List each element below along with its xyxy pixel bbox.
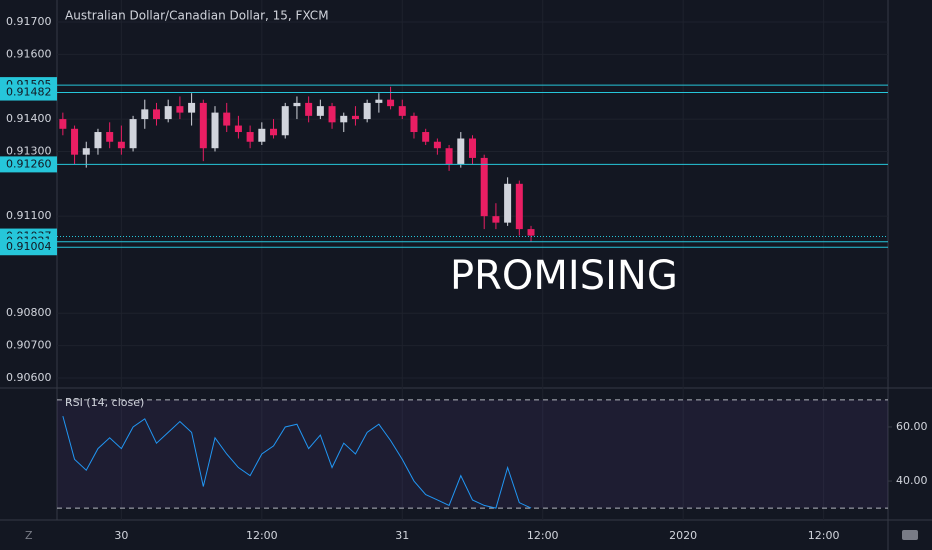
y-tick-label: 0.90600 [6,371,52,384]
candle-body [117,141,125,149]
x-tick-label: 12:00 [246,529,278,542]
candle-body [504,183,512,223]
level-label: 0.91004 [6,240,52,253]
candle-body [270,128,278,136]
candle-body [422,132,430,142]
candle-body [340,115,348,123]
candle-body [94,132,102,149]
candle-body [410,115,418,133]
x-tick-label: 12:00 [527,529,559,542]
candle-body [188,102,196,113]
level-label: 0.91482 [6,86,52,99]
annotation: PROMISING [450,253,678,299]
level-label-box [0,239,57,256]
candle-body [71,128,79,155]
candle-body [59,119,67,129]
y-tick-label: 0.90800 [6,306,52,319]
y-tick-label: 60.00 [896,420,928,433]
y-tick-label: 0.91400 [6,112,52,125]
logo [902,530,918,540]
candle-body [293,102,301,107]
y-tick-label: 0.91600 [6,47,52,60]
candle-body [375,99,383,103]
level-label: 0.91260 [6,157,52,170]
candle-body [164,106,172,120]
x-tick-label: 30 [114,529,128,542]
candle-body [129,119,137,149]
candle-body [469,138,476,158]
x-tick-label: 2020 [669,529,697,542]
chart-title: Australian Dollar/Canadian Dollar, 15, F… [65,9,329,23]
candle-body [457,138,465,165]
candle-body [515,183,523,230]
candle-body [82,148,90,155]
y-tick-label: 0.90700 [6,339,52,352]
candle-body [445,148,453,165]
indicator-label: RSI (14, close) [65,396,144,409]
candle-body [433,141,441,149]
candle-body [199,102,207,149]
candle-body [176,106,184,113]
candle-body [328,106,336,123]
x-tick-label: 12:00 [808,529,840,542]
level-label-box [0,156,57,173]
candle-body [305,102,313,116]
y-tick-label: 0.91100 [6,209,52,222]
candle-body [387,99,395,107]
rsi-line [62,416,532,509]
candle-body [480,157,488,217]
candle-body [398,106,406,116]
y-tick-label: 0.91700 [6,15,52,28]
rsi-band [57,399,888,509]
candle-body [141,109,149,120]
candle-body [363,102,371,120]
candle-body [527,229,535,236]
level-label-box [0,84,57,101]
candle-body [316,106,324,116]
x-tick-label: 31 [395,529,409,542]
candle-body [106,132,114,142]
candle-body [492,216,500,223]
candle-body [223,112,231,126]
candle-body [234,125,242,133]
y-tick-label: 0.91300 [6,144,52,157]
candle-body [281,106,289,136]
candle-body [246,132,254,142]
candle-body [351,115,359,120]
candle-body [258,128,266,142]
candle-body [152,109,160,120]
timezone-icon[interactable]: Z [25,529,33,542]
y-tick-label: 40.00 [896,474,928,487]
candle-body [211,112,219,149]
